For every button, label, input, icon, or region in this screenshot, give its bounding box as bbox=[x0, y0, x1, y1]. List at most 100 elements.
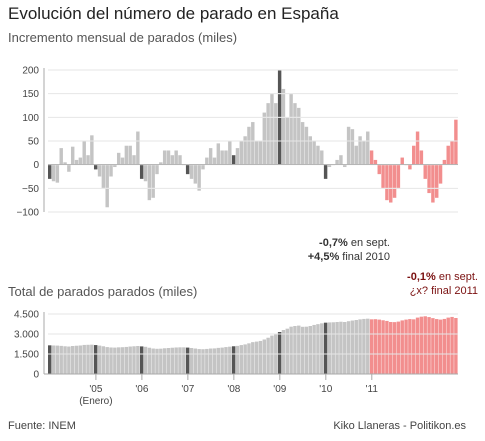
monthly-change-bar bbox=[189, 164, 194, 179]
total-unemployed-bar bbox=[300, 326, 305, 374]
monthly-change-bar bbox=[101, 164, 106, 189]
annotation-2011-line1: -0,1% en sept. bbox=[368, 270, 478, 284]
total-unemployed-bar bbox=[228, 346, 232, 374]
total-unemployed-bar bbox=[174, 347, 178, 374]
monthly-change-bar bbox=[97, 164, 102, 177]
total-unemployed-bar bbox=[139, 346, 144, 374]
monthly-change-bar bbox=[450, 141, 454, 165]
total-unemployed-bar bbox=[166, 348, 171, 374]
total-unemployed-bar bbox=[408, 319, 412, 374]
monthly-change-bar bbox=[343, 164, 347, 168]
monthly-change-bar bbox=[208, 148, 213, 165]
monthly-change-bar bbox=[113, 164, 117, 168]
monthly-change-bar bbox=[373, 159, 378, 165]
total-unemployed-bar bbox=[67, 346, 71, 374]
monthly-change-bar bbox=[335, 159, 339, 165]
total-unemployed-bar bbox=[392, 322, 397, 374]
monthly-change-bar bbox=[316, 145, 320, 165]
total-unemployed-bars bbox=[48, 313, 458, 375]
monthly-change-bar bbox=[339, 155, 343, 165]
monthly-change-bar bbox=[136, 131, 140, 165]
total-unemployed-bar bbox=[97, 345, 102, 374]
monthly-change-bar bbox=[178, 155, 182, 165]
monthly-change-bar bbox=[90, 135, 94, 165]
monthly-change-bar bbox=[270, 93, 274, 165]
total-unemployed-bar bbox=[450, 316, 454, 374]
total-unemployed-bar bbox=[289, 326, 293, 374]
credit-note: Kiko Llaneras - Politikon.es bbox=[333, 420, 466, 432]
total-unemployed-bar bbox=[377, 319, 381, 374]
total-unemployed-bar bbox=[159, 348, 163, 374]
monthly-change-bar bbox=[220, 150, 224, 165]
total-unemployed-bar bbox=[113, 347, 117, 374]
monthly-change-bar bbox=[105, 164, 109, 208]
monthly-change-bar bbox=[159, 162, 163, 165]
monthly-change-bar bbox=[224, 150, 228, 165]
annotation-2011-change-label: en sept. bbox=[435, 271, 478, 283]
total-unemployed-bar bbox=[320, 323, 324, 374]
monthly-change-bar bbox=[281, 88, 286, 165]
annotation-2011-line2: ¿x? final 2011 bbox=[409, 285, 478, 297]
total-unemployed-bar bbox=[74, 345, 79, 374]
total-unemployed-bar bbox=[70, 346, 75, 374]
monthly-change-bar bbox=[205, 157, 209, 165]
total-unemployed-bar bbox=[343, 322, 347, 374]
monthly-change-bar bbox=[254, 141, 259, 165]
total-unemployed-y-tick-label: 1.500 bbox=[14, 350, 39, 361]
total-unemployed-bar bbox=[143, 346, 148, 374]
total-unemployed-bar bbox=[235, 345, 240, 374]
monthly-change-bar bbox=[354, 145, 358, 165]
x-tick-label: '08 bbox=[227, 384, 240, 395]
monthly-change-bar bbox=[389, 164, 393, 203]
annotation-2010-change-label: en sept. bbox=[347, 237, 390, 249]
annotation-2010-line1: -0,7% en sept. bbox=[290, 236, 390, 250]
total-unemployed-bar bbox=[208, 348, 213, 374]
total-unemployed-bar bbox=[48, 345, 52, 374]
monthly-change-bar bbox=[155, 164, 159, 175]
total-unemployed-bar bbox=[373, 319, 378, 374]
monthly-change-bar bbox=[327, 164, 332, 168]
source-note: Fuente: INEM bbox=[8, 420, 76, 432]
total-unemployed-bar bbox=[189, 348, 194, 374]
total-unemployed-y-tick-label: 4.500 bbox=[14, 310, 39, 321]
total-unemployed-bar bbox=[201, 349, 205, 374]
total-unemployed-bar bbox=[59, 345, 63, 374]
total-unemployed-bar bbox=[128, 346, 132, 374]
monthly-change-bar bbox=[438, 164, 443, 184]
chart-title: Evolución del número de parado en España bbox=[8, 4, 339, 23]
monthly-change-y-tick-label: 0 bbox=[33, 160, 39, 171]
total-unemployed-bar bbox=[442, 318, 447, 374]
monthly-change-bar bbox=[300, 122, 305, 165]
monthly-change-bar bbox=[139, 164, 144, 179]
monthly-change-bar bbox=[82, 141, 86, 165]
total-unemployed-bar bbox=[224, 347, 228, 374]
total-unemployed-bar bbox=[331, 322, 335, 374]
total-unemployed-bar bbox=[323, 322, 328, 374]
monthly-change-bar bbox=[174, 150, 178, 165]
total-unemployed-y-tick-label: 3.000 bbox=[14, 330, 39, 341]
total-unemployed-bar bbox=[82, 344, 86, 374]
annotation-2010-final-label: final 2010 bbox=[339, 251, 390, 263]
total-unemployed-bar bbox=[216, 347, 221, 374]
total-unemployed-bar bbox=[132, 346, 136, 374]
monthly-change-bar bbox=[423, 164, 427, 179]
total-unemployed-bar bbox=[51, 345, 56, 374]
monthly-change-y-tick-label: −50 bbox=[22, 184, 39, 195]
monthly-change-bar bbox=[400, 157, 404, 165]
total-unemployed-bar bbox=[205, 348, 209, 374]
monthly-change-bar bbox=[185, 164, 190, 175]
monthly-change-bar bbox=[170, 155, 175, 165]
monthly-change-bar bbox=[415, 131, 420, 165]
total-unemployed-bar bbox=[312, 324, 316, 374]
monthly-change-bar bbox=[193, 164, 198, 184]
total-unemployed-bar bbox=[93, 345, 98, 374]
x-tick-sublabel: (Enero) bbox=[79, 396, 112, 407]
monthly-change-bar bbox=[435, 164, 439, 198]
monthly-change-bar bbox=[358, 136, 362, 165]
x-tick-label: '10 bbox=[319, 384, 332, 395]
total-unemployed-bar bbox=[78, 345, 83, 374]
total-unemployed-bar bbox=[335, 322, 339, 374]
total-unemployed-bar bbox=[339, 321, 343, 374]
total-unemployed-bar bbox=[419, 316, 424, 374]
total-unemployed-bar bbox=[101, 346, 106, 374]
